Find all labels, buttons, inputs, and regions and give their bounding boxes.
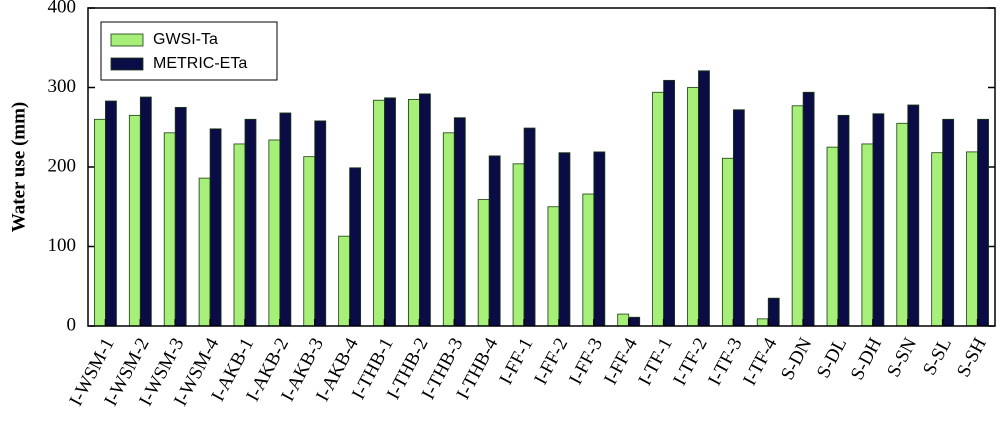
bar bbox=[628, 316, 641, 327]
bar bbox=[942, 118, 955, 327]
bar bbox=[268, 139, 281, 327]
y-tick-label: 0 bbox=[67, 314, 77, 335]
x-tick-label: I-FF-2 bbox=[530, 335, 572, 389]
y-tick-label: 300 bbox=[48, 76, 77, 97]
bar bbox=[453, 117, 466, 327]
x-tick-label: S-SN bbox=[883, 334, 921, 380]
bar bbox=[314, 120, 327, 327]
legend-swatch bbox=[110, 33, 144, 47]
bar bbox=[931, 152, 944, 327]
bar bbox=[105, 100, 117, 327]
bar bbox=[198, 177, 211, 327]
bar bbox=[373, 99, 385, 327]
x-tick-label: S-DN bbox=[777, 334, 816, 383]
bar bbox=[512, 163, 525, 327]
bar bbox=[139, 96, 152, 327]
bar bbox=[861, 143, 874, 327]
bar bbox=[977, 118, 989, 327]
bar bbox=[687, 87, 699, 327]
bar bbox=[966, 151, 978, 327]
bar bbox=[408, 99, 420, 327]
y-tick-label: 100 bbox=[48, 235, 77, 256]
legend-label: GWSI-Ta bbox=[153, 31, 218, 48]
x-tick-label: I-FF-3 bbox=[565, 335, 607, 389]
y-axis-label: Water use (mm) bbox=[8, 102, 29, 233]
bar bbox=[128, 114, 141, 327]
bar bbox=[338, 235, 351, 327]
bar bbox=[523, 127, 536, 327]
bar bbox=[244, 118, 257, 327]
bar bbox=[652, 91, 664, 327]
y-tick-label: 400 bbox=[48, 0, 77, 17]
bar bbox=[872, 113, 885, 327]
bar bbox=[279, 112, 292, 327]
legend-label: METRIC-ETa bbox=[153, 55, 247, 72]
bar bbox=[488, 155, 501, 327]
bar bbox=[384, 97, 396, 327]
bar bbox=[721, 157, 734, 327]
bar bbox=[698, 70, 710, 327]
bar bbox=[174, 106, 187, 327]
plot-frame bbox=[87, 7, 996, 327]
bar bbox=[826, 146, 839, 327]
bar bbox=[558, 152, 571, 327]
legend-swatch bbox=[110, 57, 144, 71]
bar bbox=[791, 105, 804, 327]
bar bbox=[802, 91, 815, 327]
x-tick-label: S-DH bbox=[847, 334, 886, 383]
bar bbox=[442, 132, 455, 327]
bar bbox=[349, 167, 362, 327]
bar bbox=[419, 93, 431, 327]
bar bbox=[896, 122, 909, 327]
bar bbox=[209, 128, 222, 327]
bar bbox=[163, 132, 176, 327]
bar bbox=[593, 151, 606, 327]
y-tick-label: 200 bbox=[48, 155, 77, 176]
bar bbox=[582, 193, 595, 327]
bar bbox=[477, 199, 490, 327]
bar bbox=[837, 114, 850, 327]
bar bbox=[94, 118, 106, 327]
x-tick-label: I-FF-1 bbox=[495, 335, 537, 389]
x-tick-label: S-SL bbox=[919, 335, 956, 379]
bar bbox=[907, 104, 920, 327]
bar bbox=[767, 297, 780, 327]
bar bbox=[663, 79, 675, 327]
bar bbox=[303, 156, 316, 327]
x-tick-label: S-DL bbox=[813, 335, 851, 382]
bar bbox=[756, 318, 769, 327]
x-tick-label: S-SH bbox=[953, 334, 991, 380]
bar bbox=[732, 109, 745, 327]
bar bbox=[233, 143, 246, 327]
bar bbox=[617, 313, 630, 327]
x-tick-label: I-TF-4 bbox=[739, 334, 782, 389]
bar bbox=[547, 206, 560, 327]
